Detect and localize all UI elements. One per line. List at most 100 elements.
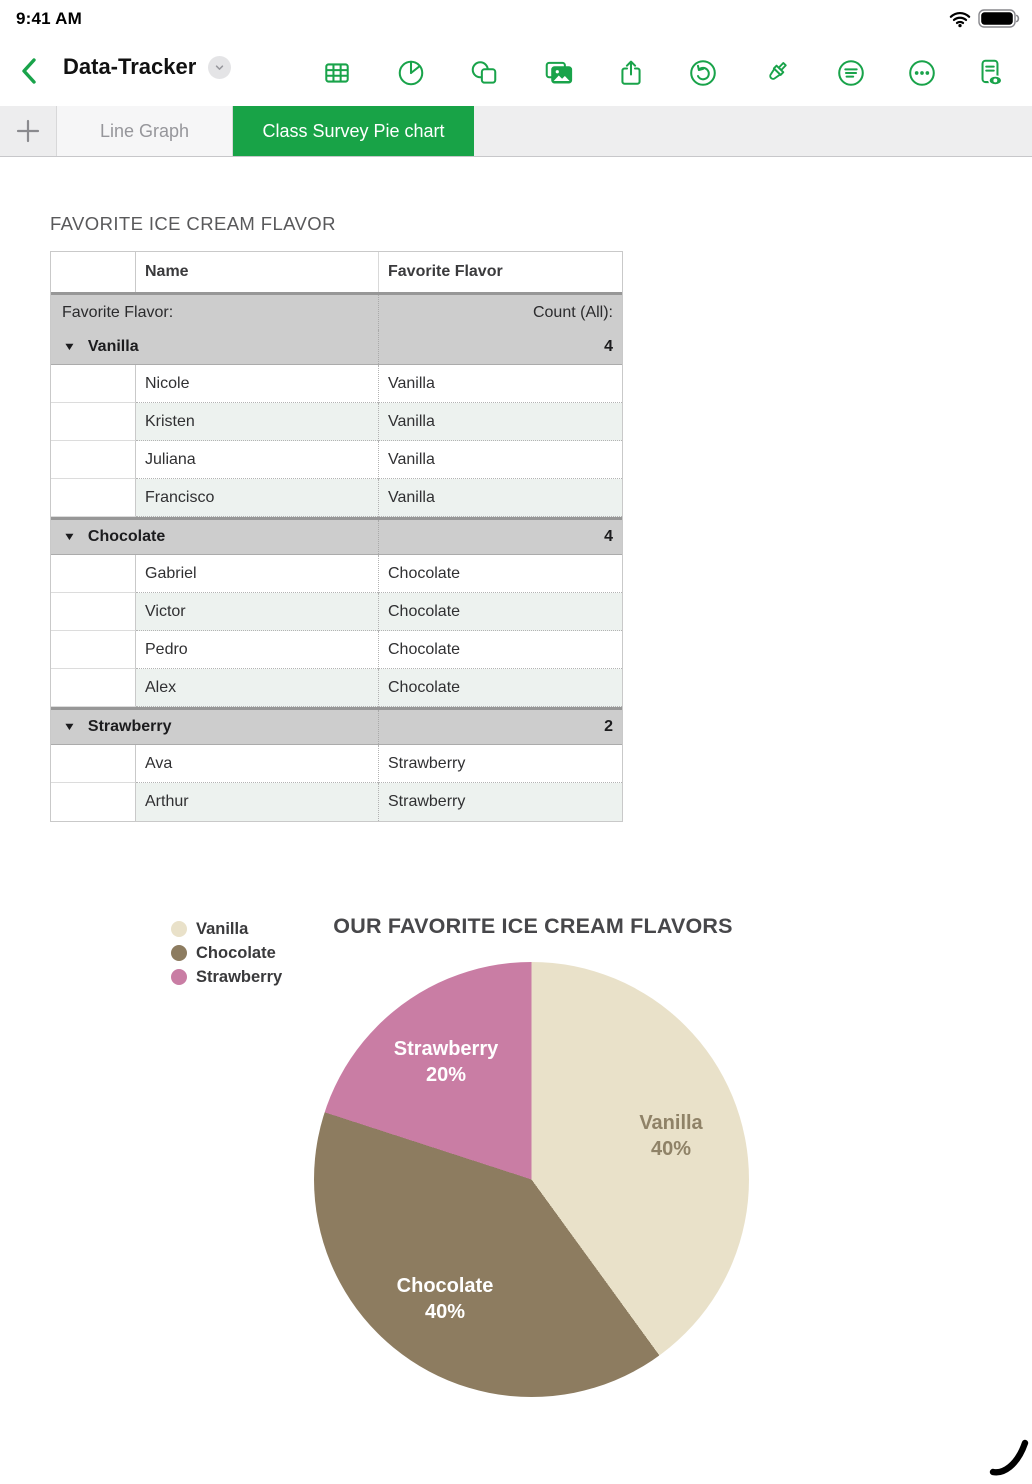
row-header-cell: [51, 669, 136, 707]
add-sheet-button[interactable]: [0, 106, 57, 156]
group-count: 2: [604, 718, 613, 735]
table-row[interactable]: Kristen Vanilla: [51, 403, 622, 441]
row-header-cell: [51, 745, 136, 783]
pivot-label: Favorite Flavor:: [62, 303, 174, 321]
view-only-icon: [981, 59, 1003, 86]
wifi-icon: [949, 10, 971, 33]
pie-chart[interactable]: Vanilla 40% Chocolate 40% Strawberry 20%: [314, 962, 749, 1397]
legend-swatch-icon: [171, 945, 187, 961]
document-menu-button[interactable]: [208, 55, 232, 79]
name-cell[interactable]: Kristen: [136, 403, 378, 441]
pen-stroke-annotation[interactable]: [988, 1434, 1032, 1484]
insert-chart-button[interactable]: [389, 51, 433, 95]
row-header-cell: [51, 593, 136, 631]
text-format-button[interactable]: [829, 51, 873, 95]
flavor-cell[interactable]: Strawberry: [378, 783, 622, 821]
format-brush-icon: [769, 62, 787, 80]
sheet-tab-line-graph[interactable]: Line Graph: [57, 106, 233, 156]
chart-title: OUR FAVORITE ICE CREAM FLAVORS: [333, 914, 733, 938]
legend-swatch-icon: [171, 969, 187, 985]
insert-table-button[interactable]: [315, 51, 359, 95]
chevron-left-icon: [22, 57, 36, 84]
group-band[interactable]: ▼ Chocolate 4: [51, 517, 622, 555]
table-row[interactable]: Gabriel Chocolate: [51, 555, 622, 593]
row-header-cell: [51, 441, 136, 479]
undo-icon: [690, 60, 716, 86]
name-cell[interactable]: Victor: [136, 593, 378, 631]
clock: 9:41 AM: [16, 9, 82, 28]
slice-label-vanilla: Vanilla 40%: [639, 1112, 703, 1160]
name-cell[interactable]: Alex: [136, 669, 378, 707]
collapse-triangle-icon[interactable]: ▼: [62, 341, 77, 353]
back-button[interactable]: [14, 52, 44, 92]
flavor-cell[interactable]: Chocolate: [378, 593, 622, 631]
flavor-cell[interactable]: Chocolate: [378, 631, 622, 669]
view-only-button[interactable]: [968, 51, 1012, 95]
legend-item-strawberry: Strawberry: [171, 965, 282, 989]
table-row[interactable]: Victor Chocolate: [51, 593, 622, 631]
flavor-cell[interactable]: Chocolate: [378, 669, 622, 707]
legend-swatch-icon: [171, 921, 187, 937]
chart-legend: Vanilla Chocolate Strawberry: [171, 917, 282, 989]
name-cell[interactable]: Nicole: [136, 365, 378, 403]
group-band[interactable]: ▼ Vanilla 4: [51, 330, 622, 365]
table-row[interactable]: Ava Strawberry: [51, 745, 622, 783]
table-row[interactable]: Francisco Vanilla: [51, 479, 622, 517]
table-row[interactable]: Pedro Chocolate: [51, 631, 622, 669]
share-icon: [621, 60, 641, 85]
collapse-triangle-icon[interactable]: ▼: [62, 721, 77, 733]
table-row[interactable]: Juliana Vanilla: [51, 441, 622, 479]
table-row[interactable]: Arthur Strawberry: [51, 783, 622, 821]
name-cell[interactable]: Gabriel: [136, 555, 378, 593]
insert-shape-button[interactable]: [462, 51, 506, 95]
undo-button[interactable]: [681, 51, 725, 95]
row-header-cell: [51, 783, 136, 821]
group-count: 4: [604, 338, 613, 355]
sheet-tab-bar: Line Graph Class Survey Pie chart: [0, 106, 1032, 157]
name-cell[interactable]: Francisco: [136, 479, 378, 517]
name-cell[interactable]: Arthur: [136, 783, 378, 821]
group-label: Vanilla: [87, 338, 139, 355]
pivot-value-label: Count (All):: [532, 303, 613, 321]
table-body: ▼ Vanilla 4 Nicole Vanilla Kristen Vanilla Juli…: [51, 330, 622, 821]
flavor-cell[interactable]: Chocolate: [378, 555, 622, 593]
row-header-cell: [51, 479, 136, 517]
flavor-cell[interactable]: Vanilla: [378, 403, 622, 441]
pivot-table[interactable]: Name Favorite Flavor Favorite Flavor: Co…: [50, 251, 623, 822]
column-header-name[interactable]: Name: [145, 263, 189, 280]
legend-item-chocolate: Chocolate: [171, 941, 282, 965]
row-header-cell: [51, 631, 136, 669]
table-row[interactable]: Nicole Vanilla: [51, 365, 622, 403]
insert-shape-icon: [471, 61, 497, 84]
group-band[interactable]: ▼ Strawberry 2: [51, 707, 622, 745]
document-title: Data-Tracker: [63, 54, 197, 79]
sheet-tab-class-survey-pie-chart[interactable]: Class Survey Pie chart: [233, 106, 474, 156]
toolbar: Data-Tracker: [0, 40, 1032, 106]
flavor-cell[interactable]: Vanilla: [378, 365, 622, 403]
pivot-filter-row[interactable]: Favorite Flavor: Count (All):: [51, 292, 622, 330]
text-format-icon: [838, 60, 864, 86]
slice-label-strawberry: Strawberry 20%: [393, 1038, 499, 1086]
flavor-cell[interactable]: Vanilla: [378, 441, 622, 479]
table-row[interactable]: Alex Chocolate: [51, 669, 622, 707]
more-button[interactable]: [900, 51, 944, 95]
name-cell[interactable]: Ava: [136, 745, 378, 783]
row-header-cell: [51, 555, 136, 593]
legend-item-vanilla: Vanilla: [171, 917, 282, 941]
share-button[interactable]: [609, 51, 653, 95]
insert-media-button[interactable]: [537, 51, 581, 95]
collapse-triangle-icon[interactable]: ▼: [62, 531, 77, 543]
name-cell[interactable]: Juliana: [136, 441, 378, 479]
more-icon: [909, 60, 935, 86]
flavor-cell[interactable]: Strawberry: [378, 745, 622, 783]
column-header-flavor[interactable]: Favorite Flavor: [378, 252, 622, 292]
group-count: 4: [604, 528, 613, 545]
name-cell[interactable]: Pedro: [136, 631, 378, 669]
flavor-cell[interactable]: Vanilla: [378, 479, 622, 517]
row-header-cell: [51, 403, 136, 441]
table-header-row: Name Favorite Flavor: [51, 252, 622, 292]
row-header-cell: [51, 252, 136, 292]
table-title: FAVORITE ICE CREAM FLAVOR: [50, 213, 336, 234]
format-brush-button[interactable]: [754, 51, 798, 95]
insert-chart-icon: [398, 60, 424, 86]
